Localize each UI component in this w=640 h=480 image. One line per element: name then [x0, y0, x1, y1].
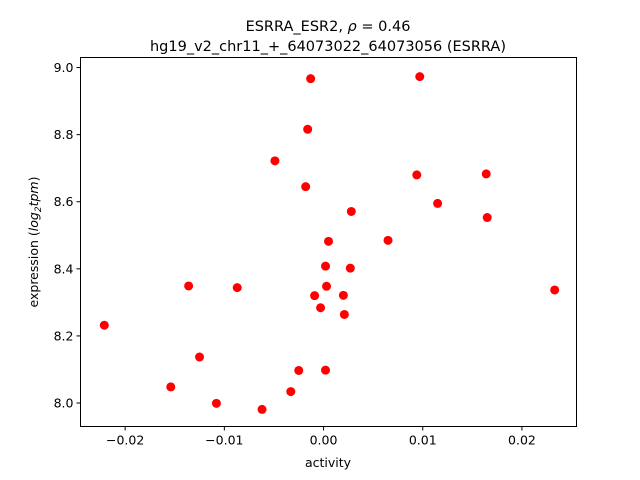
y-tick-label: 8.8 — [54, 127, 74, 142]
points-layer — [99, 72, 560, 414]
data-point — [286, 387, 296, 397]
title-prefix: ESRRA_ESR2, — [246, 19, 348, 35]
x-tick-label: 0.01 — [409, 433, 437, 448]
y-axis-label: expression (log2tpm) — [26, 177, 44, 308]
data-point — [306, 74, 316, 84]
data-point — [270, 156, 280, 166]
data-point — [346, 206, 356, 216]
data-point — [166, 382, 176, 392]
data-point — [184, 281, 194, 291]
data-point — [433, 198, 443, 208]
y-tick-label: 9.0 — [54, 60, 74, 75]
data-point — [321, 365, 331, 375]
x-tick-label: −0.02 — [106, 433, 144, 448]
data-point — [321, 261, 331, 271]
data-point — [482, 213, 492, 223]
data-point — [195, 352, 205, 362]
chart-title-line2: hg19_v2_chr11_+_64073022_64073056 (ESRRA… — [150, 39, 506, 55]
data-point — [345, 263, 355, 273]
y-tick-label: 8.6 — [54, 194, 74, 209]
data-point — [322, 281, 332, 291]
x-tick-label: −0.01 — [205, 433, 243, 448]
data-point — [303, 124, 313, 134]
y-tick-label: 8.2 — [54, 328, 74, 343]
data-point — [99, 320, 109, 330]
data-point — [211, 398, 221, 408]
x-axis-ticks: −0.02 −0.01 0.00 0.01 0.02 — [106, 426, 536, 448]
chart-title-line1: ESRRA_ESR2, ρ = 0.46 — [246, 19, 411, 35]
data-point — [339, 309, 349, 319]
x-tick-label: 0.00 — [310, 433, 338, 448]
title-rho-value: = 0.46 — [357, 19, 411, 35]
data-point — [301, 182, 311, 192]
plot-frame — [80, 57, 577, 427]
data-point — [338, 290, 348, 300]
x-axis-label: activity — [305, 455, 352, 470]
title-rho-symbol: ρ — [348, 19, 358, 35]
data-point — [232, 283, 242, 293]
data-point — [550, 285, 560, 295]
data-point — [316, 303, 326, 313]
data-point — [412, 170, 422, 180]
y-tick-label: 8.0 — [54, 396, 74, 411]
data-point — [257, 404, 267, 414]
y-tick-label: 8.4 — [54, 261, 74, 276]
data-point — [415, 72, 425, 82]
data-point — [324, 236, 333, 246]
data-point — [294, 365, 304, 375]
data-point — [310, 291, 320, 301]
x-tick-label: 0.02 — [508, 433, 536, 448]
y-axis-ticks: 8.0 8.2 8.4 8.6 8.8 9.0 — [54, 60, 81, 411]
data-point — [481, 169, 491, 179]
data-point — [383, 235, 393, 245]
